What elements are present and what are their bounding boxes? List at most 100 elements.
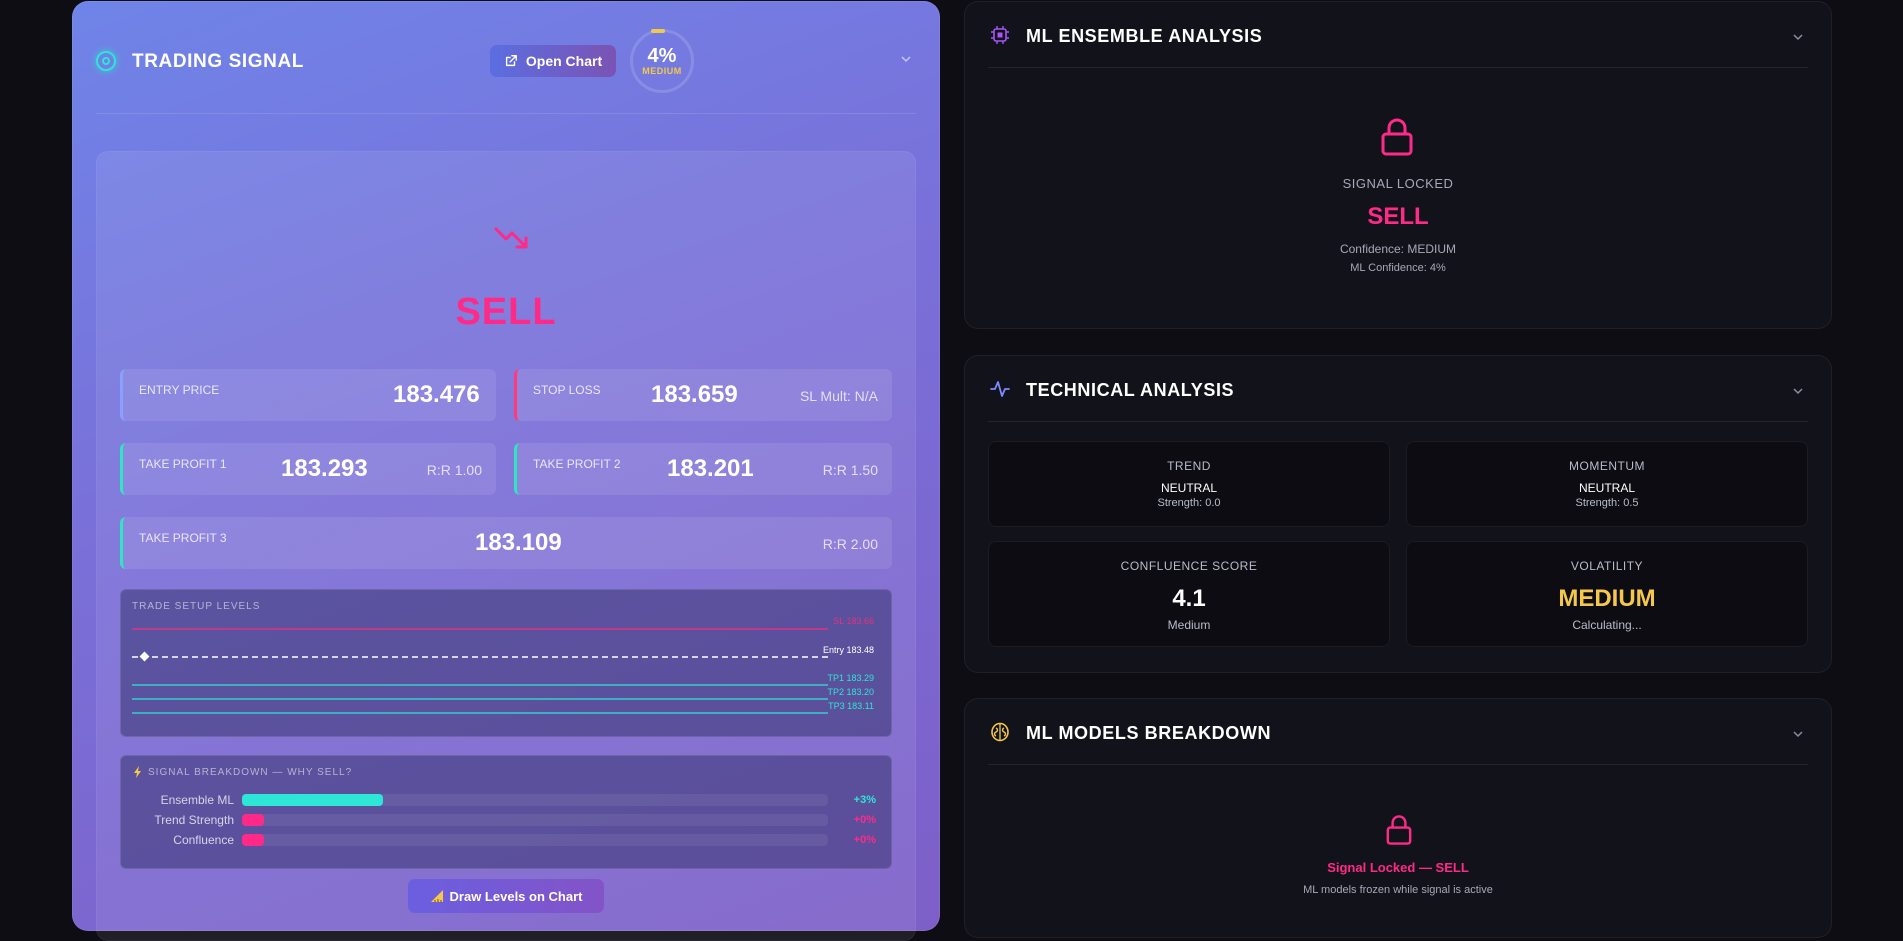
ml-models-header[interactable]: ML MODELS BREAKDOWN bbox=[988, 698, 1808, 765]
volatility-status: Calculating... bbox=[1572, 618, 1642, 632]
tp2-value: 183.201 bbox=[667, 455, 754, 482]
trend-tile: TREND NEUTRAL Strength: 0.0 bbox=[988, 441, 1390, 527]
draw-levels-button[interactable]: Draw Levels on Chart bbox=[408, 879, 604, 913]
take-profit-2-card: TAKE PROFIT 2 183.201 R:R 1.50 bbox=[514, 443, 892, 495]
breakdown-value: +0% bbox=[853, 834, 876, 846]
tp1-level-label: TP1 183.29 bbox=[827, 673, 874, 683]
lightning-icon bbox=[134, 766, 141, 778]
signal-breakdown-title: SIGNAL BREAKDOWN — WHY SELL? bbox=[148, 767, 353, 778]
tp3-rr: R:R 2.00 bbox=[822, 536, 878, 552]
momentum-value: NEUTRAL bbox=[1578, 481, 1635, 495]
tp2-level-label: TP2 183.20 bbox=[827, 687, 874, 697]
momentum-label: MOMENTUM bbox=[1569, 459, 1645, 473]
volatility-label: VOLATILITY bbox=[1570, 559, 1644, 573]
external-link-icon bbox=[505, 55, 517, 67]
breakdown-label: Trend Strength bbox=[154, 813, 234, 827]
breakdown-row: Trend Strength +0% bbox=[120, 811, 892, 829]
trading-signal-title: TRADING SIGNAL bbox=[132, 51, 305, 72]
stop-loss-card: STOP LOSS 183.659 SL Mult: N/A bbox=[514, 369, 892, 421]
breakdown-label: Ensemble ML bbox=[160, 793, 234, 807]
technical-analysis-panel: TECHNICAL ANALYSIS TREND NEUTRAL Strengt… bbox=[964, 355, 1832, 673]
breakdown-row: Ensemble ML +3% bbox=[120, 791, 892, 809]
volatility-tile: VOLATILITY MEDIUM Calculating... bbox=[1406, 541, 1808, 647]
breakdown-bar-fill bbox=[242, 814, 264, 826]
chevron-down-icon[interactable] bbox=[1792, 385, 1804, 397]
trend-value: NEUTRAL bbox=[1160, 481, 1217, 495]
ml-confidence-level: Confidence: MEDIUM bbox=[1339, 242, 1457, 256]
confidence-level: MEDIUM bbox=[642, 66, 682, 76]
trade-setup-levels: TRADE SETUP LEVELS SL 183.66 Entry 183.4… bbox=[120, 589, 892, 737]
trading-signal-card: TRADING SIGNAL Open Chart 4% MEDIUM SELL… bbox=[72, 1, 940, 941]
breakdown-label: Confluence bbox=[173, 833, 234, 847]
ml-confidence-percent: ML Confidence: 4% bbox=[1350, 262, 1446, 274]
breakdown-value: +0% bbox=[853, 814, 876, 826]
technical-analysis-title: TECHNICAL ANALYSIS bbox=[1026, 380, 1235, 400]
stop-loss-label: STOP LOSS bbox=[533, 383, 601, 397]
breakdown-row: Confluence +0% bbox=[120, 831, 892, 849]
sl-level-label: SL 183.66 bbox=[833, 616, 874, 626]
tp3-label: TAKE PROFIT 3 bbox=[139, 531, 227, 545]
tp1-value: 183.293 bbox=[281, 455, 368, 482]
activity-icon bbox=[990, 381, 1010, 397]
signal-breakdown: SIGNAL BREAKDOWN — WHY SELL? Ensemble ML… bbox=[120, 755, 892, 869]
confluence-label: CONFLUENCE SCORE bbox=[1120, 559, 1258, 573]
momentum-strength: Strength: 0.5 bbox=[1575, 497, 1639, 509]
sl-mult: SL Mult: N/A bbox=[799, 388, 878, 404]
confidence-percent: 4% bbox=[647, 45, 677, 67]
collapse-chevron-icon[interactable] bbox=[900, 53, 912, 65]
trend-strength: Strength: 0.0 bbox=[1157, 497, 1221, 509]
chevron-down-icon[interactable] bbox=[1792, 31, 1804, 43]
signal-details: SELL ENTRY PRICE 183.476 STOP LOSS 183.6… bbox=[96, 151, 916, 941]
ml-models-panel: ML MODELS BREAKDOWN Signal Locked — SELL… bbox=[964, 698, 1832, 938]
trade-setup-title: TRADE SETUP LEVELS bbox=[132, 601, 261, 612]
signal-direction: SELL bbox=[455, 291, 557, 333]
ml-ensemble-panel: ML ENSEMBLE ANALYSIS SIGNAL LOCKED SELL … bbox=[964, 1, 1832, 329]
trending-down-icon bbox=[494, 227, 528, 249]
lock-icon bbox=[1386, 815, 1412, 845]
breakdown-bar-track bbox=[242, 834, 828, 846]
header-divider bbox=[96, 113, 916, 114]
entry-marker bbox=[139, 651, 150, 662]
signal-locked-label: SIGNAL LOCKED bbox=[1342, 176, 1454, 191]
breakdown-bar-track bbox=[242, 794, 828, 806]
open-chart-button[interactable]: Open Chart bbox=[490, 45, 616, 77]
open-chart-label: Open Chart bbox=[525, 53, 603, 69]
draw-levels-label: Draw Levels on Chart bbox=[449, 888, 583, 904]
tp2-label: TAKE PROFIT 2 bbox=[533, 457, 621, 471]
confluence-score: 4.1 bbox=[1172, 585, 1206, 612]
volatility-value: MEDIUM bbox=[1558, 585, 1656, 612]
entry-price-card: ENTRY PRICE 183.476 bbox=[120, 369, 496, 421]
ml-ensemble-title: ML ENSEMBLE ANALYSIS bbox=[1026, 26, 1263, 46]
brain-icon bbox=[991, 722, 1009, 742]
stop-loss-value: 183.659 bbox=[651, 381, 738, 408]
chevron-down-icon[interactable] bbox=[1792, 728, 1804, 740]
breakdown-value: +3% bbox=[853, 794, 876, 806]
levels-diagram: SL 183.66 Entry 183.48 TP1 183.29 TP2 18… bbox=[132, 616, 874, 714]
technical-analysis-header[interactable]: TECHNICAL ANALYSIS bbox=[988, 355, 1808, 422]
breakdown-bar-fill bbox=[242, 794, 383, 806]
take-profit-3-card: TAKE PROFIT 3 183.109 R:R 2.00 bbox=[120, 517, 892, 569]
cpu-icon bbox=[991, 26, 1009, 44]
ruler-icon bbox=[430, 890, 443, 902]
take-profit-1-card: TAKE PROFIT 1 183.293 R:R 1.00 bbox=[120, 443, 496, 495]
ml-ensemble-header[interactable]: ML ENSEMBLE ANALYSIS bbox=[988, 1, 1808, 68]
trend-label: TREND bbox=[1167, 459, 1211, 473]
tp2-rr: R:R 1.50 bbox=[822, 462, 878, 478]
breakdown-bar-track bbox=[242, 814, 828, 826]
entry-price-label: ENTRY PRICE bbox=[139, 383, 220, 397]
confidence-gauge: 4% MEDIUM bbox=[630, 29, 694, 93]
ml-locked-signal: SELL bbox=[1367, 203, 1429, 230]
momentum-tile: MOMENTUM NEUTRAL Strength: 0.5 bbox=[1406, 441, 1808, 527]
trading-signal-header: TRADING SIGNAL Open Chart 4% MEDIUM bbox=[96, 29, 916, 93]
target-icon bbox=[96, 51, 116, 71]
confluence-tile: CONFLUENCE SCORE 4.1 Medium bbox=[988, 541, 1390, 647]
breakdown-bar-fill bbox=[242, 834, 264, 846]
tp3-value: 183.109 bbox=[475, 529, 562, 556]
tp1-rr: R:R 1.00 bbox=[426, 462, 482, 478]
confidence-gauge-arc bbox=[651, 29, 665, 33]
tp3-level-label: TP3 183.11 bbox=[828, 701, 874, 711]
ml-models-locked-sub: ML models frozen while signal is active bbox=[1303, 884, 1493, 896]
entry-level-label: Entry 183.48 bbox=[823, 645, 874, 655]
entry-price-value: 183.476 bbox=[393, 381, 480, 408]
lock-icon bbox=[1381, 118, 1413, 156]
